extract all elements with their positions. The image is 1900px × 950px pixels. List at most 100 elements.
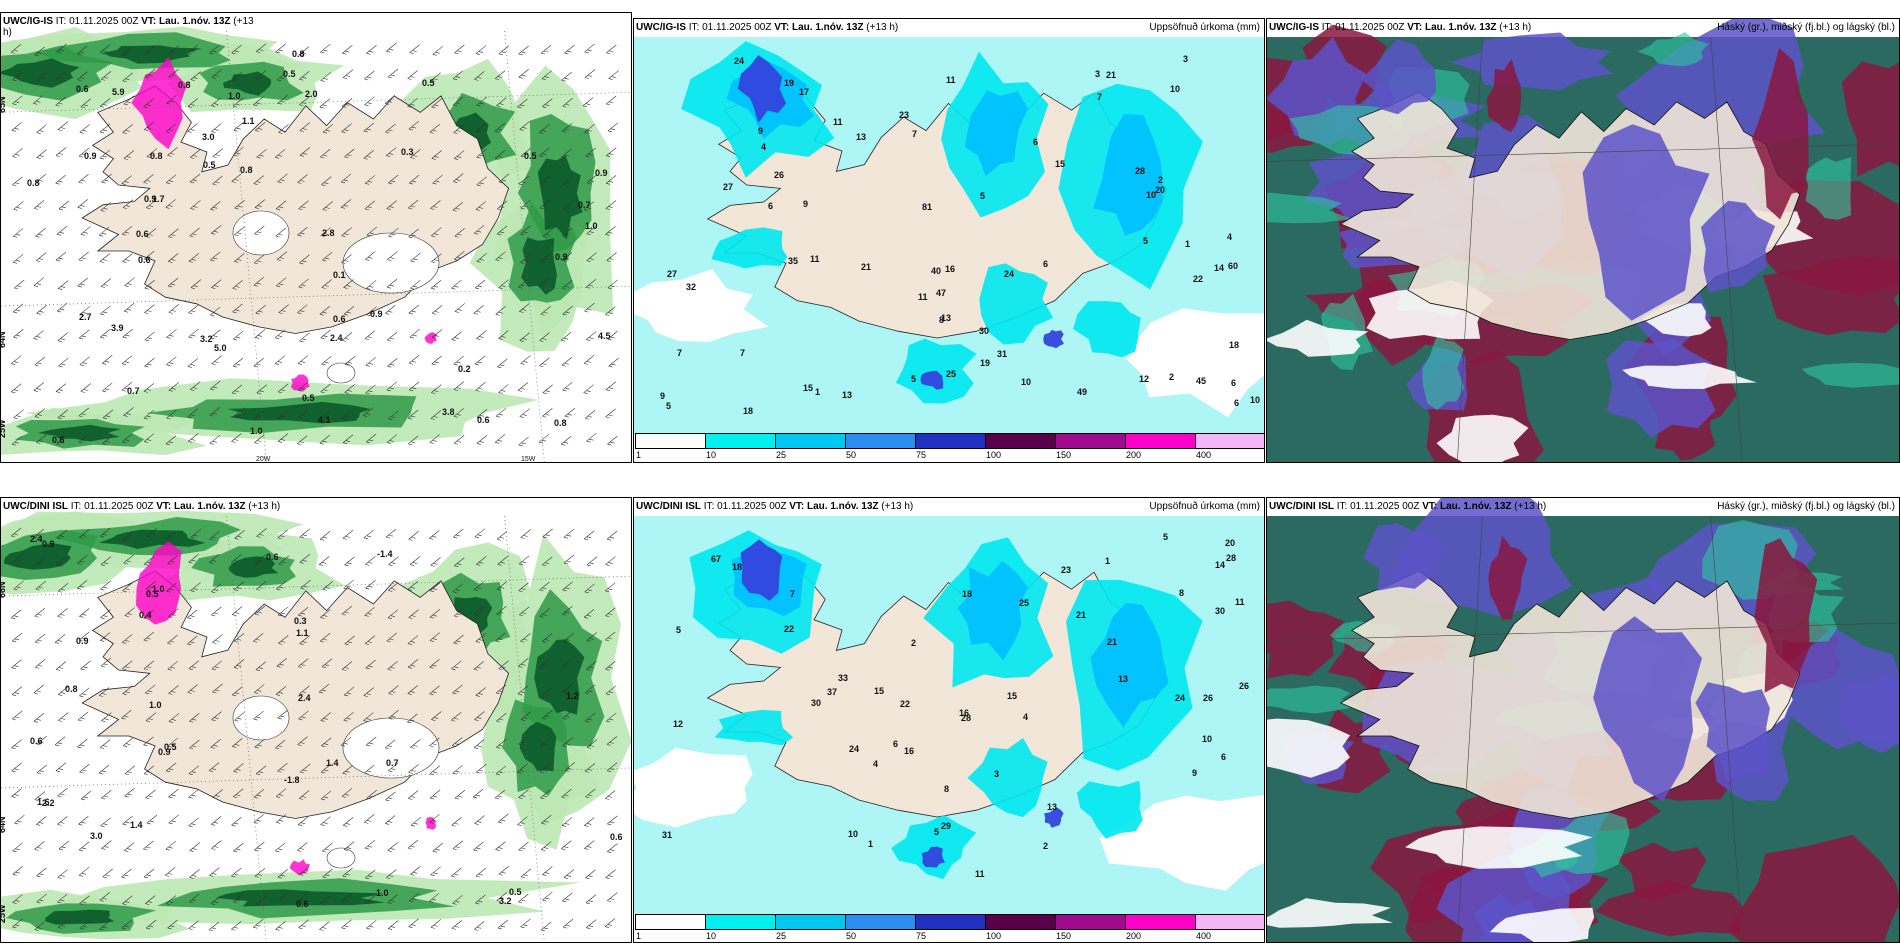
wind-barb	[33, 277, 45, 287]
precip-value: 0.8	[65, 684, 78, 694]
valid-time: VT: Lau. 1.nóv. 13Z	[789, 501, 879, 512]
wind-barb	[232, 606, 243, 616]
wind-barb	[606, 530, 618, 541]
wind-barb	[79, 895, 90, 906]
wind-barb	[122, 199, 134, 209]
wind-barb	[13, 228, 24, 238]
wind-barb	[562, 892, 573, 903]
wind-barb	[605, 869, 616, 879]
wind-barb	[232, 303, 243, 314]
legend-tick-label: 150	[1056, 931, 1072, 941]
wind-barb	[518, 436, 529, 447]
precip-rate-map[interactable]: 0.8 1.7 0.7 3.8 4.1 0.9 0.5 0.8 0.3 0.6 2.8 0.9 0.7 0…	[1, 13, 632, 463]
wind-barb	[231, 867, 242, 878]
panel-accum-precip-ig: UWC/IG-IS IT: 01.11.2025 00Z VT: Lau. 1.…	[633, 18, 1265, 463]
wind-barb	[122, 433, 133, 444]
wind-barb	[13, 201, 24, 211]
cloud-cover-map[interactable]	[1267, 19, 1900, 463]
wind-barb	[297, 892, 309, 903]
precip-value: 2.8	[322, 228, 335, 238]
wind-barb	[498, 330, 509, 340]
wind-barb	[297, 842, 308, 852]
wind-barb	[341, 123, 352, 133]
wind-barb	[454, 303, 465, 313]
wind-barb	[454, 228, 465, 238]
wind-barb	[234, 711, 245, 722]
wind-barb	[606, 44, 617, 55]
wind-barb	[122, 582, 133, 592]
wind-barb	[475, 894, 486, 905]
wind-barb	[517, 382, 529, 392]
legend-swatch	[1125, 433, 1196, 449]
accum-value: 16	[959, 708, 969, 718]
precip-value: 0.5	[422, 78, 435, 88]
wind-barb	[561, 659, 572, 669]
wind-barb	[364, 175, 376, 185]
mid-cloud	[1360, 39, 1436, 115]
wind-barb	[541, 687, 552, 698]
precip-value: 0.8	[178, 80, 191, 90]
wind-barb	[296, 435, 308, 446]
accum-value: 37	[827, 687, 837, 697]
wind-barb	[256, 43, 267, 53]
accum-precip-map[interactable]: 9106635811713241526312723281216184725191…	[634, 19, 1265, 463]
wind-barb	[586, 174, 598, 185]
wind-barb	[320, 383, 331, 394]
precip-zone-heavy	[965, 90, 1028, 176]
wind-barb	[363, 122, 374, 133]
accum-value: 11	[833, 117, 843, 127]
wind-barb	[79, 124, 90, 134]
wind-barb	[584, 43, 595, 54]
precip-value: 0.9	[84, 151, 97, 161]
wind-barb	[496, 892, 507, 902]
wind-barb	[274, 329, 286, 339]
wind-barb	[584, 410, 596, 420]
accum-value: 12	[673, 719, 683, 729]
precip-value: 0.6	[266, 552, 279, 562]
wind-barb	[498, 45, 510, 56]
accum-value: 60	[1228, 261, 1238, 271]
accum-value: 21	[1107, 637, 1117, 647]
wind-barb	[430, 557, 441, 567]
wind-barb	[101, 173, 112, 184]
wind-barb	[256, 528, 267, 538]
wind-barb	[431, 227, 442, 237]
wind-barb	[100, 328, 111, 339]
wind-barb	[99, 739, 111, 749]
wind-barb	[211, 123, 222, 133]
accum-value: 13	[856, 132, 866, 142]
precip-value: 0.5	[283, 69, 296, 79]
model-label: UWC/IG-IS	[3, 16, 53, 27]
wind-barb	[584, 817, 595, 827]
wind-barb	[495, 306, 506, 316]
precip-value: -1.8	[284, 775, 300, 785]
cloud-cover-map[interactable]	[1267, 498, 1900, 943]
legend-swatch	[1195, 914, 1264, 930]
wind-barb	[320, 43, 331, 54]
wind-barb	[364, 814, 375, 824]
wind-barb	[541, 70, 552, 80]
thin-cloud	[1267, 192, 1352, 224]
wind-barb	[208, 921, 220, 932]
wind-barb	[385, 791, 396, 802]
wind-barb	[210, 329, 221, 339]
precip-zone-heavy	[1090, 603, 1169, 728]
lead-time: (+13 h)	[1499, 22, 1532, 33]
wind-barb	[495, 684, 507, 695]
wind-barb	[121, 919, 133, 930]
wind-barb	[496, 581, 508, 591]
wind-barb	[78, 407, 90, 418]
legend-swatch	[915, 433, 986, 449]
lead-time: (+13 h)	[866, 22, 899, 33]
wind-barb	[99, 892, 111, 902]
precip-value: 0.5	[164, 742, 177, 752]
wind-barb	[35, 252, 47, 262]
wind-barb	[100, 278, 112, 288]
wind-barb	[408, 174, 420, 185]
wind-barb	[298, 790, 310, 800]
accum-value: 28	[961, 713, 971, 723]
precip-rate-map[interactable]: 0.91.61.00.51.42.41.01.10.60.80.90.4-1.8…	[1, 498, 632, 943]
accum-value: 6	[1234, 398, 1239, 408]
glacier	[342, 717, 440, 779]
